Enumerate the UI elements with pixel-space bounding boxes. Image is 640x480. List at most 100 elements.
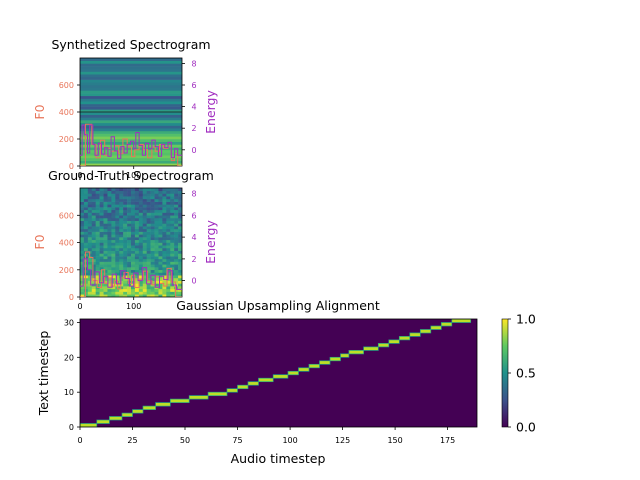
- gt-heat-cell: [158, 288, 163, 292]
- gt-heat-cell: [123, 247, 128, 251]
- gt-heat-cell: [91, 193, 96, 197]
- gt-heat-cell: [170, 267, 175, 271]
- gt-heat-cell: [107, 277, 112, 281]
- gt-heat-cell: [142, 256, 147, 260]
- alignment-cells: [80, 319, 472, 427]
- gt-heat-cell: [91, 294, 96, 297]
- gt-heat-cell: [178, 231, 182, 235]
- gt-heat-cell: [83, 267, 89, 271]
- gt-heat-cell: [91, 212, 96, 216]
- gt-heat-cell: [150, 188, 155, 192]
- gt-heat-cell: [138, 209, 144, 213]
- synth-heat-row: [80, 95, 182, 99]
- gt-heat-cell: [162, 198, 167, 202]
- gt-heat-cell: [111, 217, 116, 221]
- gt-heat-cell: [158, 220, 163, 224]
- gt-heat-cell: [166, 188, 171, 192]
- gt-heat-cell: [178, 250, 182, 254]
- gt-heatmap: [80, 188, 182, 297]
- gt-heat-cell: [119, 256, 124, 260]
- gt-heat-cell: [142, 234, 147, 238]
- gt-heat-cell: [87, 231, 93, 235]
- gt-heat-cell: [123, 280, 128, 284]
- gt-heat-cell: [178, 237, 182, 241]
- gt-heat-cell: [174, 253, 179, 257]
- gt-heat-cell: [146, 193, 151, 197]
- synth-f0-tick-label: 200: [59, 135, 74, 144]
- gt-heat-cell: [134, 228, 140, 232]
- gt-heat-cell: [158, 286, 163, 290]
- gt-heat-cell: [87, 245, 93, 249]
- gt-heat-cell: [166, 280, 171, 284]
- gt-heat-cell: [95, 237, 100, 241]
- gt-heat-cell: [115, 258, 120, 262]
- gt-heat-cell: [146, 234, 151, 238]
- gt-heat-cell: [174, 242, 179, 246]
- gt-heat-cell: [95, 269, 100, 273]
- gt-heat-cell: [87, 234, 93, 238]
- gt-heat-cell: [162, 196, 167, 200]
- alignment-segment: [308, 363, 320, 369]
- gt-heat-cell: [91, 237, 96, 241]
- gt-heat-cell: [80, 256, 85, 260]
- alignment-segment: [169, 398, 190, 403]
- gt-heat-cell: [115, 201, 120, 205]
- gt-heat-cell: [158, 280, 163, 284]
- alignment-segment: [132, 409, 144, 414]
- gt-heat-cell: [123, 286, 128, 290]
- gt-heat-cell: [146, 217, 151, 221]
- gt-heat-cell: [174, 212, 179, 216]
- synth-x-tick-label: 0: [77, 171, 82, 180]
- gt-heat-cell: [103, 280, 108, 284]
- gt-heat-cell: [107, 275, 112, 279]
- gt-heat-cell: [134, 231, 140, 235]
- gt-heat-cell: [154, 258, 159, 262]
- gt-heat-cell: [80, 193, 85, 197]
- gt-heat-cell: [127, 231, 132, 235]
- alignment-segment: [237, 384, 249, 390]
- gt-heat-cell: [99, 261, 104, 265]
- gt-heat-cell: [127, 190, 132, 194]
- gt-heat-cell: [174, 245, 179, 249]
- gt-heat-cell: [142, 193, 147, 197]
- gt-heat-cell: [115, 228, 120, 232]
- gt-heat-cell: [131, 291, 136, 295]
- gt-heat-cell: [83, 242, 89, 246]
- gt-heat-cell: [170, 188, 175, 192]
- gt-heat-cell: [127, 247, 132, 251]
- gt-heat-cell: [127, 237, 132, 241]
- gt-heat-cell: [170, 220, 175, 224]
- gt-heat-cell: [87, 294, 93, 297]
- gt-heat-cell: [91, 286, 96, 290]
- gt-heat-cell: [166, 198, 171, 202]
- gt-heat-cell: [146, 275, 151, 279]
- gt-heat-cell: [134, 212, 140, 216]
- gt-heat-cell: [170, 231, 175, 235]
- gt-heat-cell: [154, 245, 159, 249]
- gt-heat-cell: [103, 250, 108, 254]
- gt-heat-cell: [158, 207, 163, 211]
- gt-heat-cell: [99, 250, 104, 254]
- gt-heat-cell: [103, 264, 108, 268]
- gt-heat-cell: [103, 245, 108, 249]
- gt-heat-cell: [123, 201, 128, 205]
- gt-heat-cell: [150, 261, 155, 265]
- gt-heat-cell: [83, 253, 89, 257]
- gt-heat-cell: [154, 256, 159, 260]
- gt-heat-cell: [134, 264, 140, 268]
- gt-heat-cell: [123, 288, 128, 292]
- gt-heat-cell: [138, 258, 144, 262]
- gt-heat-cell: [158, 198, 163, 202]
- gt-heat-cell: [162, 193, 167, 197]
- gt-heat-cell: [123, 242, 128, 246]
- gt-heat-cell: [158, 283, 163, 287]
- gt-heat-cell: [138, 245, 144, 249]
- gt-heat-cell: [134, 267, 140, 271]
- gt-heat-cell: [174, 228, 179, 232]
- synth-heat-row: [80, 103, 182, 107]
- gt-heat-cell: [131, 217, 136, 221]
- gt-heat-cell: [95, 264, 100, 268]
- gt-heat-cell: [150, 269, 155, 273]
- synth-heat-row: [80, 139, 182, 142]
